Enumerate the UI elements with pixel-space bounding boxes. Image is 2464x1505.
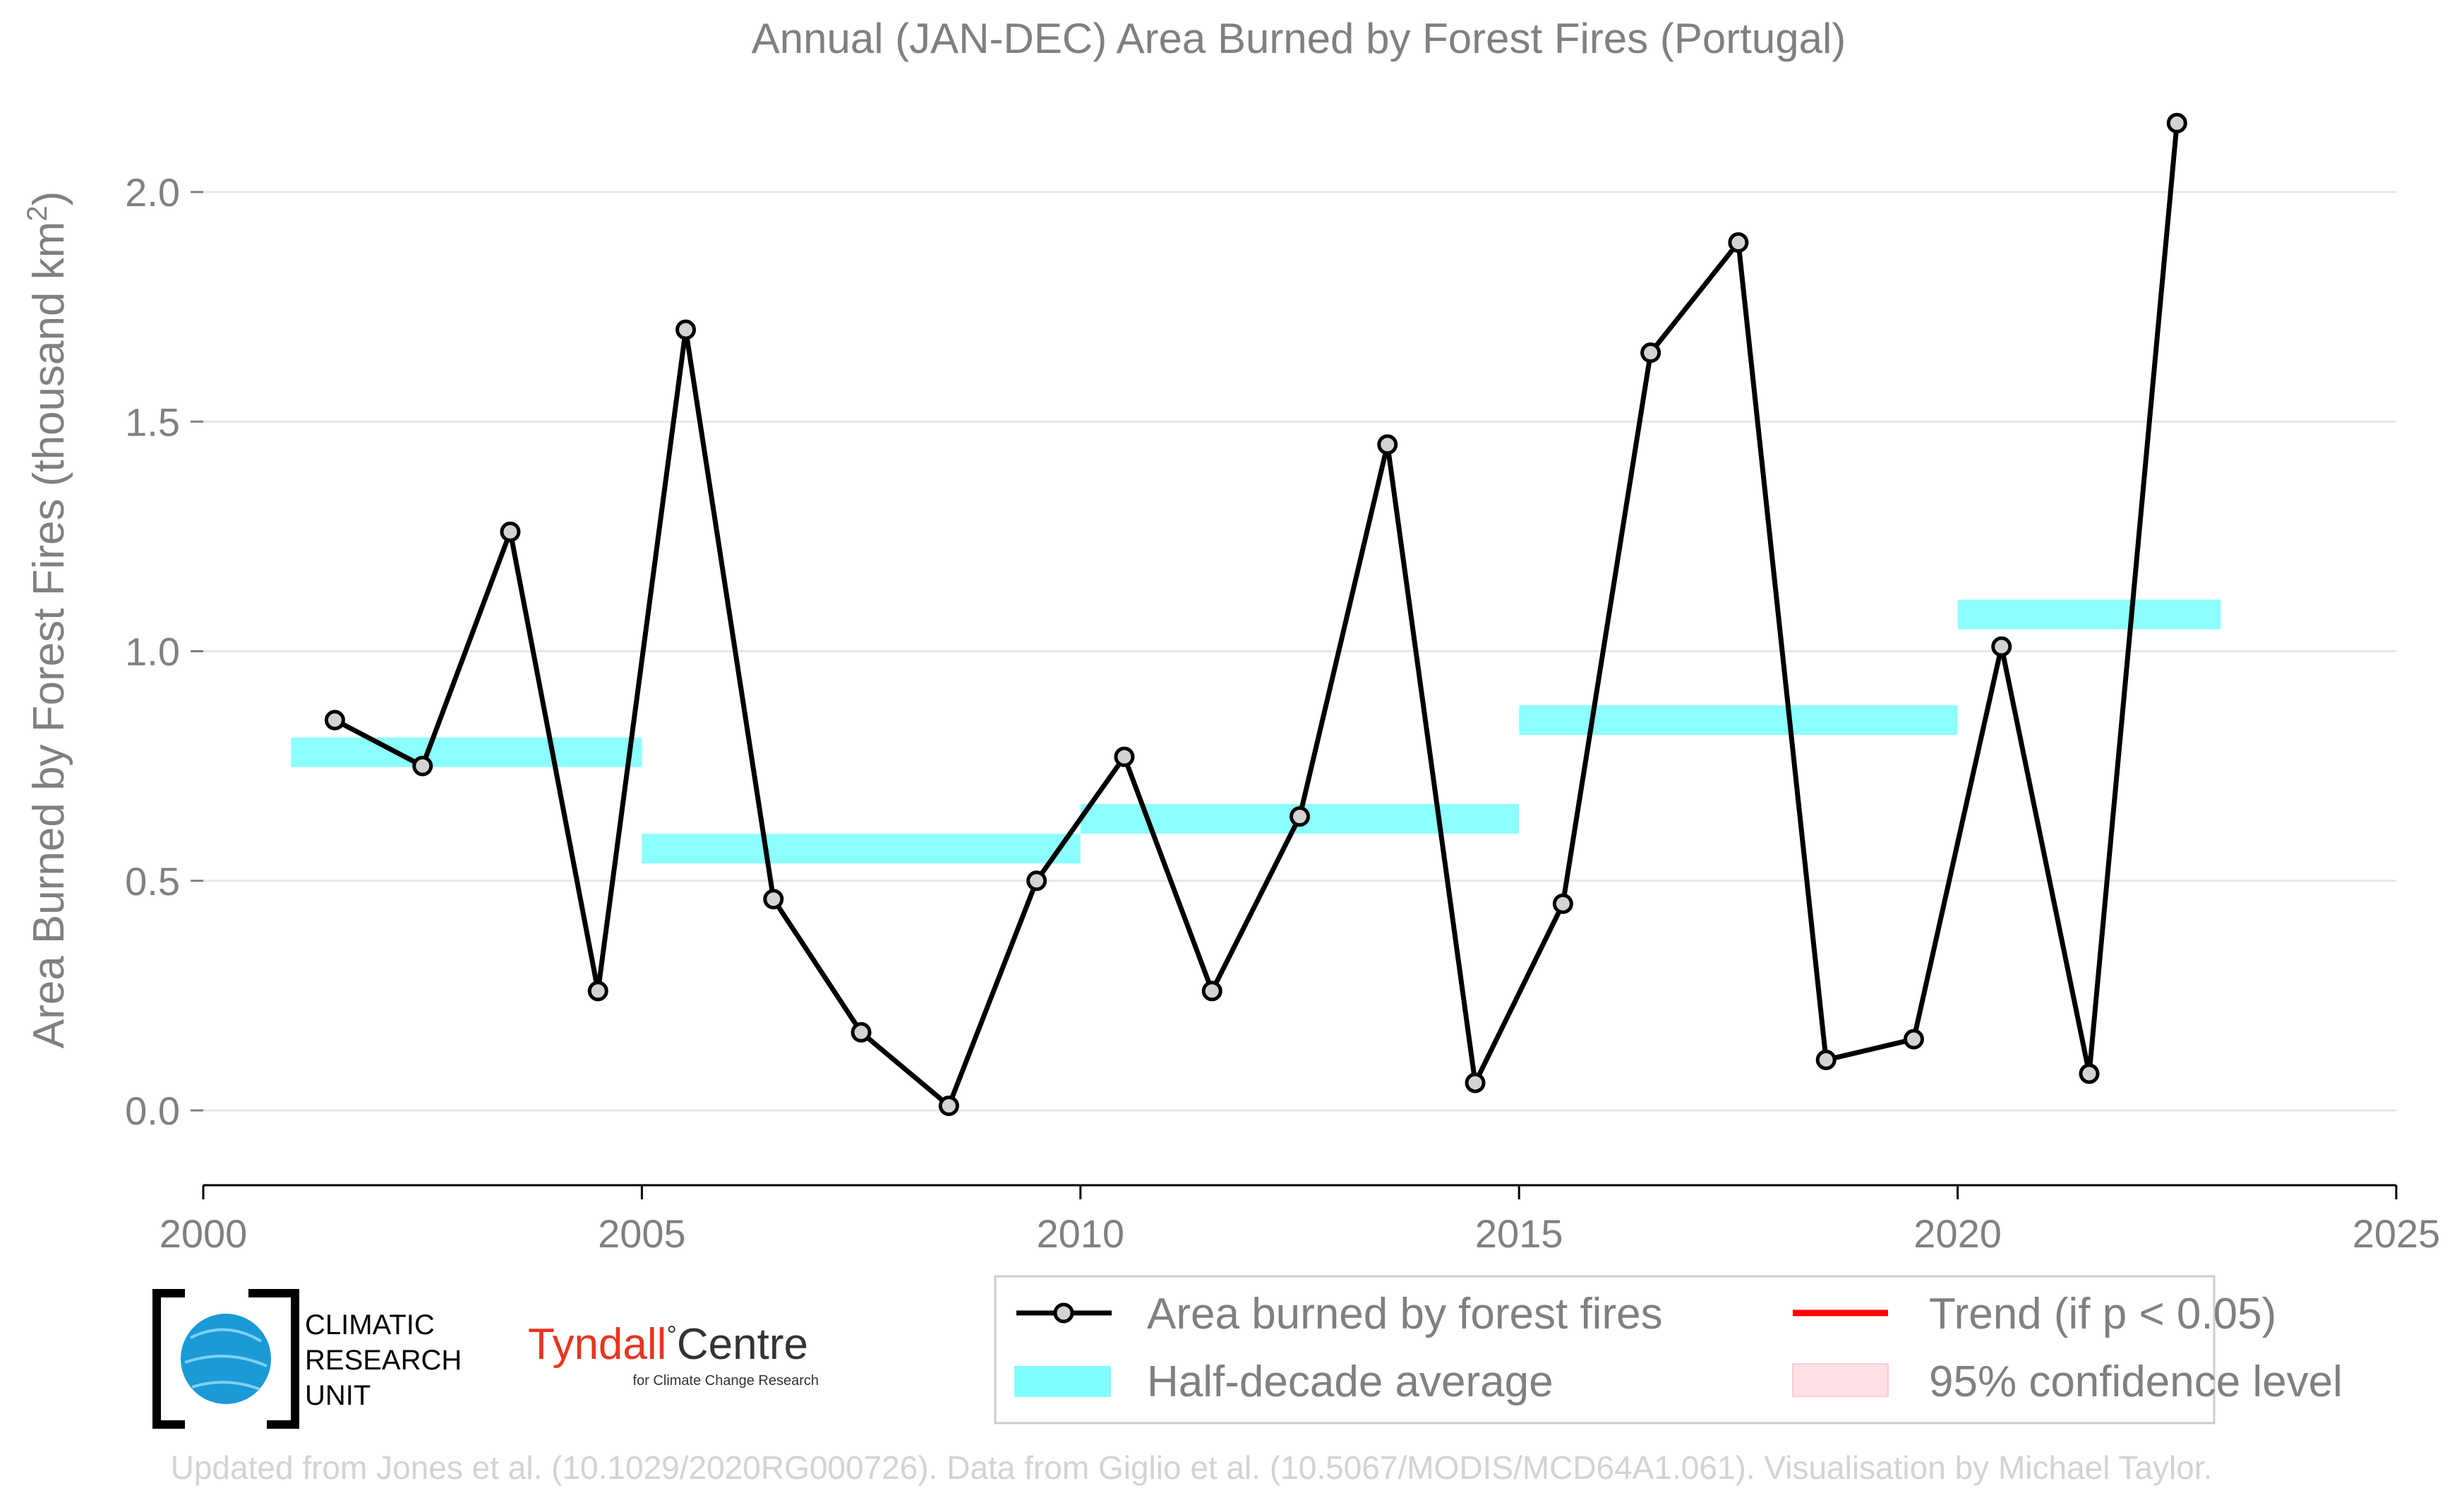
data-point-20 xyxy=(2079,1063,2100,1084)
data-point-4 xyxy=(675,319,697,340)
data-point-3 xyxy=(587,981,608,1002)
half-decade-bands xyxy=(291,599,2221,864)
tyndall-logo-degree: ° xyxy=(666,1320,676,1349)
data-point-7 xyxy=(938,1095,959,1116)
legend-label-confidence: 95% confidence level xyxy=(1929,1357,2343,1406)
data-point-12 xyxy=(1377,434,1398,455)
x-tick-label-0: 2000 xyxy=(160,1211,248,1256)
legend-label-half-decade: Half-decade average xyxy=(1147,1357,1553,1406)
x-tick-label-5: 2025 xyxy=(2352,1211,2441,1256)
grid-lines xyxy=(203,191,2396,1112)
data-point-15 xyxy=(1640,342,1661,364)
cru-logo-bracket-right xyxy=(267,1289,299,1429)
tyndall-logo-tyndall: Tyndall xyxy=(528,1320,666,1369)
cru-logo-line-1: CLIMATIC xyxy=(305,1309,435,1341)
y-tick-label-1: 0.5 xyxy=(125,859,180,904)
legend-swatch-half-decade xyxy=(1014,1366,1111,1397)
tyndall-logo: Tyndall°Centre for Climate Change Resear… xyxy=(528,1320,819,1389)
data-point-9 xyxy=(1114,746,1135,767)
y-axis-label-main: Area Burned by Forest Fires (thousand km xyxy=(25,222,73,1049)
y-tick-label-3: 1.5 xyxy=(125,400,180,444)
half-decade-band-0 xyxy=(291,737,642,767)
data-point-14 xyxy=(1552,893,1573,914)
legend-box xyxy=(994,1275,2216,1425)
data-point-5 xyxy=(763,889,784,910)
globe-icon-detail xyxy=(184,1328,268,1391)
data-point-8 xyxy=(1026,870,1047,892)
cru-logo-line-3: UNIT xyxy=(305,1380,371,1411)
legend-marker-area-burned xyxy=(1053,1302,1074,1324)
half-decade-band-1 xyxy=(642,834,1081,864)
credit-line: Updated from Jones et al. (10.1029/2020R… xyxy=(171,1449,2213,1486)
cru-logo-bracket-left xyxy=(152,1289,185,1429)
data-point-16 xyxy=(1728,232,1749,253)
series-line-area-burned xyxy=(333,123,2180,1108)
half-decade-band-4 xyxy=(1957,599,2221,630)
tyndall-logo-centre: Centre xyxy=(677,1320,808,1369)
data-point-13 xyxy=(1465,1072,1486,1093)
tyndall-logo-subtitle: for Climate Change Research xyxy=(633,1373,819,1389)
y-tick-label-4: 2.0 xyxy=(125,170,180,215)
data-point-2 xyxy=(500,521,521,542)
x-tick-label-4: 2020 xyxy=(1913,1211,2002,1256)
legend: Area burned by forest fires Trend (if p … xyxy=(994,1275,2343,1425)
y-tick-label-2: 1.0 xyxy=(125,630,180,674)
data-point-1 xyxy=(412,755,433,777)
data-point-19 xyxy=(1991,636,2012,657)
data-point-17 xyxy=(1815,1049,1837,1070)
data-point-18 xyxy=(1903,1029,1924,1050)
data-point-21 xyxy=(2166,112,2187,133)
legend-swatch-confidence xyxy=(1792,1363,1889,1397)
tyndall-logo-name: Tyndall°Centre xyxy=(528,1320,808,1369)
x-tick-label-2: 2010 xyxy=(1037,1211,1125,1256)
y-tick-label-0: 0.0 xyxy=(125,1089,180,1133)
y-axis-label-superscript: 2 xyxy=(22,205,53,221)
x-tick-label-1: 2005 xyxy=(598,1211,686,1256)
x-axis: 2000 2005 2010 2015 2020 2025 xyxy=(160,1184,2441,1256)
cru-logo-line-2: RESEARCH xyxy=(305,1345,462,1376)
series-area-burned xyxy=(324,112,2187,1116)
cru-logo: CLIMATIC RESEARCH UNIT xyxy=(152,1289,462,1429)
x-tick-label-3: 2015 xyxy=(1475,1211,1563,1256)
half-decade-band-3 xyxy=(1519,705,1958,736)
legend-label-area-burned: Area burned by forest fires xyxy=(1147,1290,1663,1338)
legend-label-trend: Trend (if p < 0.05) xyxy=(1929,1290,2276,1338)
data-point-10 xyxy=(1201,981,1222,1002)
chart-title: Annual (JAN-DEC) Area Burned by Forest F… xyxy=(752,15,1846,62)
data-point-6 xyxy=(851,1021,872,1043)
data-point-11 xyxy=(1290,806,1310,827)
data-point-0 xyxy=(324,709,345,731)
y-axis-label: Area Burned by Forest Fires (thousand km… xyxy=(22,191,73,1049)
y-axis-label-suffix: ) xyxy=(25,191,73,206)
y-axis-ticks: 0.0 0.5 1.0 1.5 2.0 xyxy=(125,170,203,1133)
